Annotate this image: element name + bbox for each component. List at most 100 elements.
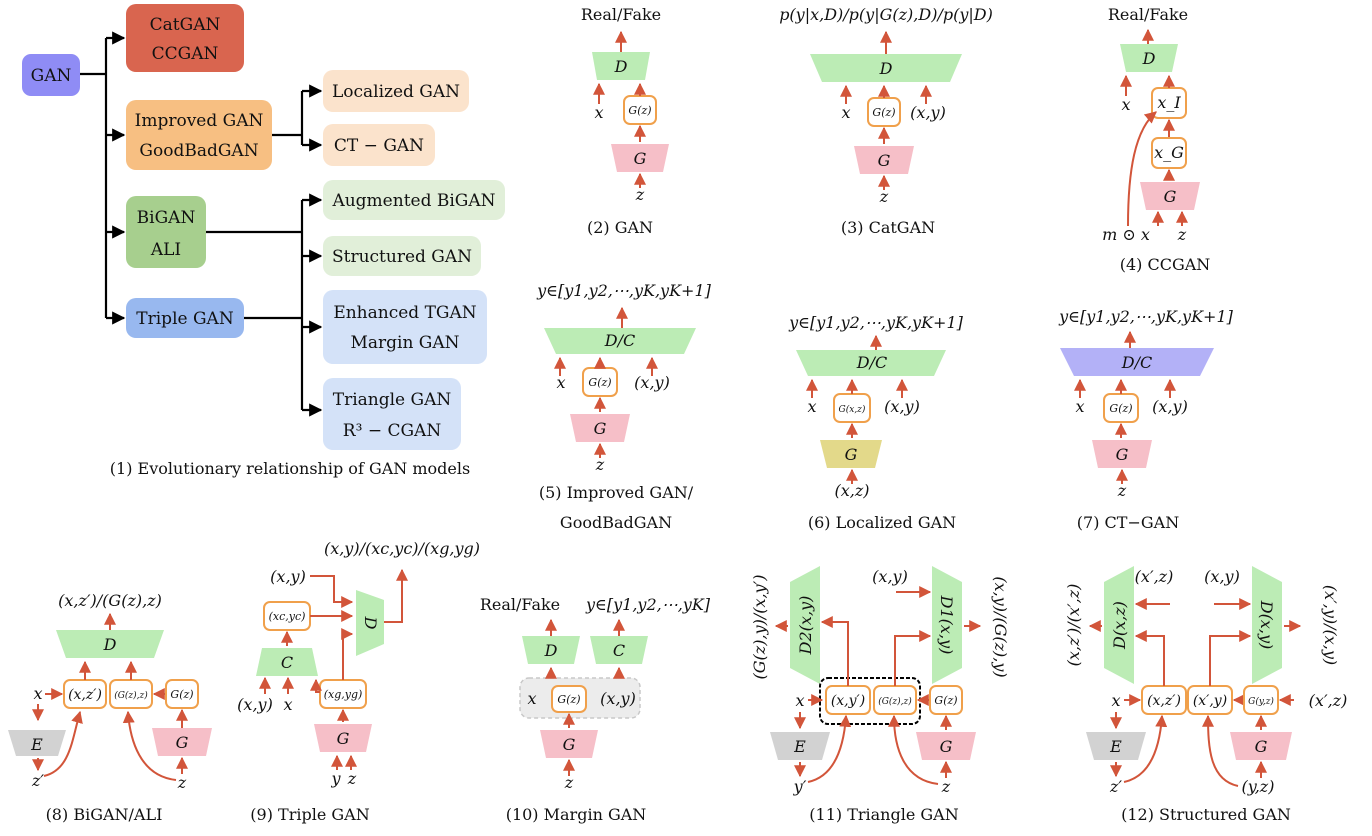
evolution-tree: GAN CatGAN CCGAN Improved GAN GoodBadGAN… [22,4,505,478]
p3-xy: (x,y) [910,103,946,122]
p10-output-c: y∈[y1,y2,⋯,yK] [585,595,711,614]
panel-structured-gan: (x,z′)/(x′,z) (x′,y)/(x,y) D(x,z) D(x,y)… [1064,566,1347,824]
p9-d-label: D [361,616,380,630]
p10-g-label: G [563,735,576,754]
p3-d-label: D [879,59,893,78]
node-ccgan-label: CCGAN [152,44,219,64]
p12-encoder [1086,732,1146,760]
node-triangle-label: Triangle GAN [333,390,452,410]
node-enhanced-label: Enhanced TGAN [333,303,476,323]
p12-e-label: E [1109,737,1122,756]
p12-d-left-label: D(x,z) [1110,601,1129,650]
p4-mx: m ⊙ x [1102,225,1150,244]
p12-xzp: (x,z′) [1147,693,1181,709]
p8-z: z [177,773,187,792]
p11-x: x [795,691,804,710]
p11-d2 [790,566,820,684]
p6-gxz: G(x,z) [839,404,866,415]
p4-caption: (4) CCGAN [1120,255,1211,274]
p12-left-output: (x,z′)/(x′,z) [1064,584,1083,667]
p5-xy: (x,y) [634,373,670,392]
p2-x: x [594,103,603,122]
p4-output: Real/Fake [1108,5,1188,24]
p4-discriminator [1120,44,1178,72]
panel-ccgan: Real/Fake D x x_I x_G G m ⊙ x z (4) CCGA… [1102,5,1210,274]
p10-d-label: D [544,641,558,660]
p8-output: (x,z′)/(G(z),z) [58,591,162,610]
p9-caption: (9) Triple GAN [250,805,369,824]
node-enhanced-margin [323,290,487,364]
p6-x: x [807,397,816,416]
p7-caption: (7) CT−GAN [1077,513,1179,532]
node-bigan-label: BiGAN [137,208,196,228]
p9-output: (x,y)/(xc,yc)/(xg,yg) [324,539,480,558]
p4-z: z [1177,225,1187,244]
panel-gan: Real/Fake D x G(z) G z (2) GAN [581,5,669,237]
p4-xg: x_G [1154,143,1184,162]
p10-gz-node [551,685,587,713]
p10-output-d: Real/Fake [480,595,560,614]
p8-discriminator [56,630,164,658]
p12-caption: (12) Structured GAN [1121,805,1291,824]
p12-d-right [1252,566,1282,684]
p9-y: y [330,769,341,788]
panel-triangle-gan: (G(z),y)/(x,y′) (x,y)/(G(z),y) D2(x,y) D… [750,566,1010,824]
p12-xpz-right: (x′,z) [1309,691,1348,710]
node-ali-label: ALI [150,240,181,260]
p9-g-label: G [337,729,350,748]
panel-improved-gan: y∈[y1,y2,⋯,yK,yK+1] D/C x G(z) (x,y) G z… [536,281,711,532]
p7-x: x [1075,397,1084,416]
panel-margin-gan: Real/Fake y∈[y1,y2,⋯,yK] D C x G(z) (x,y… [480,595,711,824]
p6-discriminator [796,350,946,376]
p7-z: z [1117,481,1127,500]
p9-c-label: C [281,653,293,672]
p5-z: z [595,455,605,474]
p3-discriminator [810,54,962,82]
p11-gzz: (G(z),z) [878,696,912,707]
p11-e-label: E [793,737,806,756]
node-bigan-ali [126,196,206,268]
p3-g-label: G [878,151,891,170]
p11-gz-node [929,685,963,715]
p4-x: x [1121,95,1130,114]
p12-right-output: (x′,y)/(x,y) [1321,585,1340,665]
p4-xi: x_I [1157,93,1181,112]
p7-xy: (x,y) [1152,397,1188,416]
p8-g-label: G [176,733,189,752]
node-triple [126,298,244,338]
node-localized-label: Localized GAN [332,82,460,102]
p10-x: x [527,689,536,708]
p8-xz: (x,z′) [68,687,102,703]
p5-caption-1: (5) Improved GAN/ [539,483,694,502]
p6-xy: (x,y) [884,397,920,416]
p8-gz: G(z) [170,688,193,701]
p5-d-label: D/C [604,331,635,350]
p9-xgyg: (xg,yg) [324,688,363,701]
p12-zp: z′ [1109,777,1122,796]
p2-discriminator [592,52,650,80]
node-triple-label: Triple GAN [136,309,234,329]
node-localized [323,70,469,112]
p12-generator [1230,732,1292,760]
p7-discriminator [1060,348,1214,376]
p7-g-label: G [1116,445,1129,464]
p9-classifier [256,648,318,676]
node-improved-goodbad [126,100,272,170]
p12-g-label: G [1255,737,1268,756]
p2-g-label: G [634,149,647,168]
panel-bigan: (x,z′)/(G(z),z) D x (x,z′) (G(z),z) G(z)… [8,591,212,824]
p3-generator [854,146,914,174]
p9-x-in: x [283,695,292,714]
p8-generator [152,728,212,756]
p10-xy: (x,y) [600,689,636,708]
p3-x: x [841,103,850,122]
p6-xz: (x,z) [834,481,869,500]
p11-yp: y′ [793,777,807,796]
p8-encoder [8,730,66,756]
p12-d-right-label: D(x,y) [1257,600,1276,649]
p12-d-left [1104,566,1134,684]
p3-z: z [879,187,889,206]
p6-g-label: G [845,445,858,464]
p8-x: x [33,684,42,703]
